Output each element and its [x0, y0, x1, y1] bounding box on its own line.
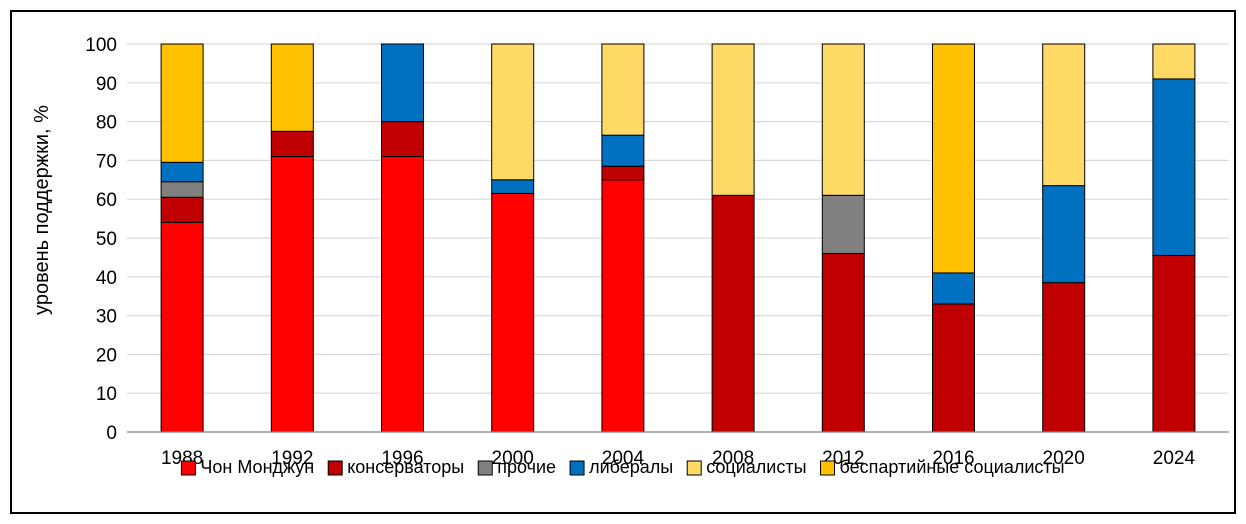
- x-tick-label: 1996: [381, 448, 423, 469]
- y-tick-label: 40: [96, 268, 117, 289]
- legend-label: либералы: [589, 457, 673, 477]
- bar-segment: [491, 192, 535, 433]
- bar-segment: [491, 179, 535, 194]
- y-tick-label: 0: [106, 423, 117, 444]
- bar-segment: [601, 179, 645, 433]
- legend-item: социалисты: [686, 457, 807, 477]
- bar-segment: [381, 121, 424, 158]
- x-tick-label: 2004: [602, 448, 645, 469]
- bars: [160, 43, 1196, 433]
- legend-swatch: [477, 460, 493, 476]
- legend-item: прочие: [477, 457, 556, 477]
- y-tick-label: 20: [96, 345, 117, 366]
- legend-item: Чон Монджун: [180, 457, 314, 477]
- y-tick-label: 70: [96, 151, 117, 172]
- bar-segment: [601, 165, 645, 181]
- bar-segment: [160, 221, 204, 433]
- legend-swatch: [180, 460, 196, 476]
- legend-swatch: [327, 460, 343, 476]
- legend: Чон Монджун консерваторы прочие либералы соц…: [180, 457, 1065, 477]
- y-tick-label: 90: [96, 74, 117, 95]
- legend-swatch: [686, 460, 702, 476]
- y-tick-label: 80: [96, 113, 117, 134]
- bar-segment: [381, 43, 424, 123]
- bar-segment: [160, 161, 204, 183]
- bar-segment: [270, 130, 314, 158]
- bar-segment: [711, 43, 755, 196]
- x-tick-label: 2008: [712, 448, 754, 469]
- bar-segment: [1152, 43, 1196, 80]
- x-tick-label: 2024: [1153, 448, 1196, 469]
- y-tick-label: 10: [96, 384, 117, 405]
- bar-segment: [932, 272, 975, 305]
- x-tick-label: 1992: [271, 448, 313, 469]
- legend-swatch: [569, 460, 585, 476]
- bar-segment: [1152, 254, 1196, 433]
- legend-item: либералы: [569, 457, 673, 477]
- x-tick-labels: 1988 1992 1996 2000 2004 2008 2012 2016 2020 2024: [161, 448, 1196, 469]
- chart-frame: 0 10 20 30 40 50 60 70 80 90 100 1988 1992 1996 2000 2…: [10, 10, 1236, 514]
- bar-segment: [270, 43, 314, 132]
- bar-segment: [160, 43, 204, 163]
- legend-item: консерваторы: [327, 457, 464, 477]
- bar-segment: [1152, 78, 1196, 256]
- bar-segment: [270, 156, 314, 433]
- y-axis-label: уровень поддержки, %: [31, 105, 53, 315]
- bar-segment: [821, 43, 865, 196]
- bar-segment: [381, 156, 424, 433]
- y-tick-label: 60: [96, 190, 117, 211]
- legend-label: консерваторы: [347, 457, 464, 477]
- bar-segment: [711, 194, 755, 433]
- y-tick-label: 50: [96, 229, 117, 250]
- legend-label: социалисты: [706, 457, 806, 477]
- bar-segment: [1042, 282, 1086, 433]
- y-tick-labels: 0 10 20 30 40 50 60 70 80 90 100: [85, 35, 117, 444]
- legend-label: Чон Монджун: [200, 457, 314, 477]
- legend-label: прочие: [497, 457, 556, 477]
- bar-segment: [932, 303, 975, 433]
- bar-segment: [821, 253, 865, 433]
- bar-segment: [1042, 43, 1086, 187]
- bar-segment: [601, 43, 645, 136]
- bar-segment: [160, 181, 204, 198]
- y-tick-label: 30: [96, 307, 117, 328]
- bar-segment: [160, 196, 204, 223]
- y-tick-label: 100: [85, 35, 117, 56]
- legend-label: беспартийные социалисты: [840, 457, 1065, 477]
- legend-swatch: [820, 460, 836, 476]
- bar-segment: [932, 43, 975, 274]
- legend-item: беспартийные социалисты: [820, 457, 1065, 477]
- x-tick-label: 2020: [1043, 448, 1085, 469]
- bar-segment: [1042, 185, 1086, 284]
- bar-segment: [821, 194, 865, 255]
- x-tick-label: 2000: [492, 448, 534, 469]
- bar-segment: [491, 43, 535, 181]
- bar-segment: [601, 134, 645, 167]
- x-tick-label: 2016: [932, 448, 974, 469]
